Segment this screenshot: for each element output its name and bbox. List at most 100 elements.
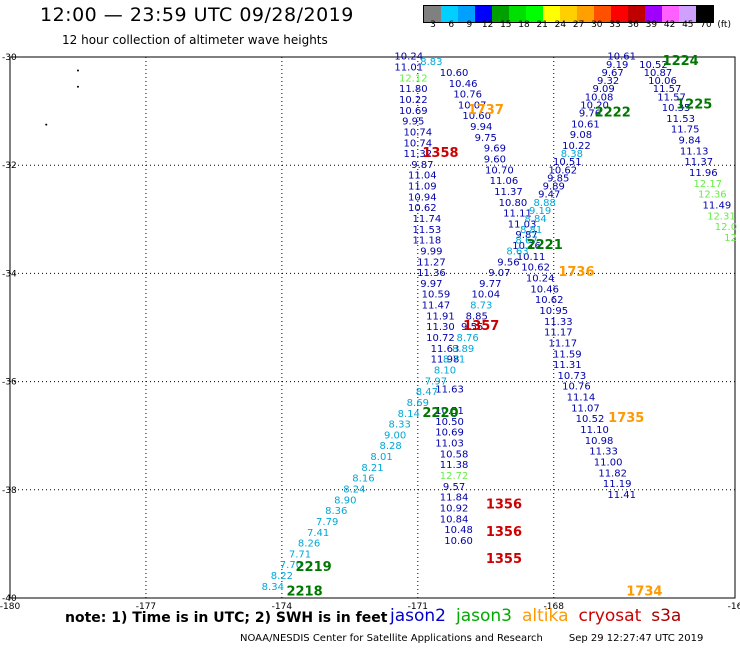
wave-height-label: 8.21 (361, 463, 383, 474)
wave-height-label: 9.19 (529, 206, 551, 217)
wave-height-label: 11.57 (653, 84, 682, 95)
data-dot (45, 123, 48, 126)
wave-height-label: 10.08 (585, 92, 614, 103)
wave-height-label: 11.63 (435, 384, 464, 395)
wave-height-label: 11.10 (580, 425, 609, 436)
wave-height-label: 9.67 (602, 68, 624, 79)
wave-height-label: 10.60 (444, 536, 473, 547)
wave-height-label: 12.0 (715, 222, 737, 233)
color-swatch-15 (679, 6, 696, 22)
wave-height-label: 11.27 (417, 257, 446, 268)
wave-height-label: 10.51 (435, 406, 464, 417)
credit-text: NOAA/NESDIS Center for Satellite Applica… (240, 633, 543, 644)
wave-height-label: 10.70 (485, 165, 514, 176)
wave-height-label: 10.62 (548, 165, 577, 176)
wave-height-label: 8.14 (398, 409, 420, 420)
wave-height-label: 11.75 (671, 125, 700, 136)
wave-height-label: 9.84 (679, 136, 701, 147)
wave-height-label: 10.61 (607, 52, 636, 63)
time-label: 1737 (468, 103, 504, 118)
wave-height-label: 10.98 (585, 436, 614, 447)
wave-height-label: 11.37 (684, 157, 713, 168)
color-swatch-7 (543, 6, 560, 22)
color-scale-label: 24 (554, 20, 567, 30)
wave-height-label: 11.74 (413, 214, 442, 225)
wave-height-label: 10.51 (553, 157, 582, 168)
axis-ticks: -180 -177 -174 -171 -168 -16 -30 -32 -34 -36 -38 -4… (0, 53, 740, 610)
legend-entry-s3a: s3a (651, 606, 682, 626)
color-scale-label: 45 (682, 20, 694, 30)
wave-height-label: 11.03 (508, 219, 537, 230)
wave-height-label: 9.55 (461, 322, 483, 333)
wave-height-label: 10.72 (426, 333, 455, 344)
chart-title: 12:00 — 23:59 UTC 09/28/2019 (40, 4, 354, 26)
wave-height-label: 8.28 (379, 441, 401, 452)
wave-height-label: 12.36 (698, 190, 727, 201)
wave-height-label: 8.81 (520, 225, 542, 236)
color-swatch-11 (611, 6, 628, 22)
time-label: 1357 (463, 319, 499, 334)
wave-height-label: 11.17 (548, 338, 577, 349)
wave-height-label: 8.76 (457, 333, 479, 344)
wave-height-label: 8.69 (407, 398, 429, 409)
wave-height-label: 10.24 (526, 274, 555, 285)
color-swatch-6 (526, 6, 543, 22)
wave-height-label: 10.11 (517, 252, 546, 263)
color-scale-label: 36 (627, 20, 639, 30)
wave-height-label: 10.73 (558, 371, 587, 382)
wave-height-label: 8.89 (452, 344, 474, 355)
color-swatch-14 (662, 6, 679, 22)
wave-height-label: 8.67 (515, 236, 537, 247)
wave-height-label: 9.99 (420, 246, 442, 257)
wave-height-label: 9.69 (484, 144, 506, 155)
wave-height-labels: 10.2411.0112.1211.8010.2210.699.9510.741… (262, 52, 737, 593)
plot-frame (9, 56, 736, 599)
wave-height-label: 10.35 (662, 103, 691, 114)
color-scale-label: 9 (466, 20, 473, 30)
time-label: 2218 (286, 584, 322, 599)
wave-height-label: 11.41 (607, 490, 636, 501)
wave-height-label: 11.53 (666, 114, 695, 125)
wave-height-label: 12.72 (440, 471, 469, 482)
wave-height-label: 10.24 (394, 52, 423, 63)
wave-height-label: 8.01 (370, 452, 392, 463)
wave-height-label: 10.22 (562, 141, 591, 152)
wave-height-label: 11.31 (553, 360, 582, 371)
wave-height-label: 10.74 (403, 138, 432, 149)
y-tick-label: -30 (2, 53, 17, 63)
color-swatch-16 (696, 6, 713, 22)
wave-height-label: 10.46 (449, 79, 478, 90)
x-tick-label: -168 (544, 602, 565, 610)
wave-height-label: 9.32 (597, 76, 619, 87)
wave-height-label: 11.57 (657, 92, 686, 103)
y-tick-label: -32 (2, 161, 17, 171)
color-swatch-8 (560, 6, 577, 22)
wave-height-label: 7.41 (307, 528, 329, 539)
time-label: 1356 (486, 498, 522, 513)
wave-height-label: 7.79 (316, 517, 338, 528)
color-scale-label: 18 (518, 20, 530, 30)
satellite-legend: jason2 jason3 altika cryosat s3a (390, 606, 691, 626)
wave-height-label: 10.50 (435, 417, 464, 428)
wave-height-label: 11.19 (603, 479, 632, 490)
wave-height-label: 8.26 (298, 539, 320, 550)
time-label: 1356 (486, 525, 522, 540)
wave-height-label: 9.00 (384, 430, 406, 441)
color-swatch-12 (628, 6, 645, 22)
wave-height-label: 10.62 (535, 295, 564, 306)
wave-height-label: 10.69 (435, 428, 464, 439)
x-tick-label: -180 (0, 602, 20, 610)
wave-height-label: 10.80 (499, 198, 528, 209)
wave-height-label: 8.88 (534, 198, 556, 209)
wave-height-label: 11.49 (703, 200, 732, 211)
wave-height-label: 11.82 (598, 468, 627, 479)
wave-height-label: 9.77 (479, 279, 501, 290)
color-scale-labels: 3 6 9 12 15 18 21 24 27 30 33 36 39 42 45 70 (ft) (423, 20, 733, 34)
wave-height-label: 11.00 (594, 457, 623, 468)
color-swatch-0 (424, 6, 441, 22)
wave-height-label: 10.61 (571, 119, 600, 130)
wave-height-label: 10.04 (471, 290, 500, 301)
wave-height-label: 10.94 (408, 192, 437, 203)
wave-height-label: 11.09 (408, 182, 437, 193)
wave-height-label: 9.56 (497, 257, 519, 268)
